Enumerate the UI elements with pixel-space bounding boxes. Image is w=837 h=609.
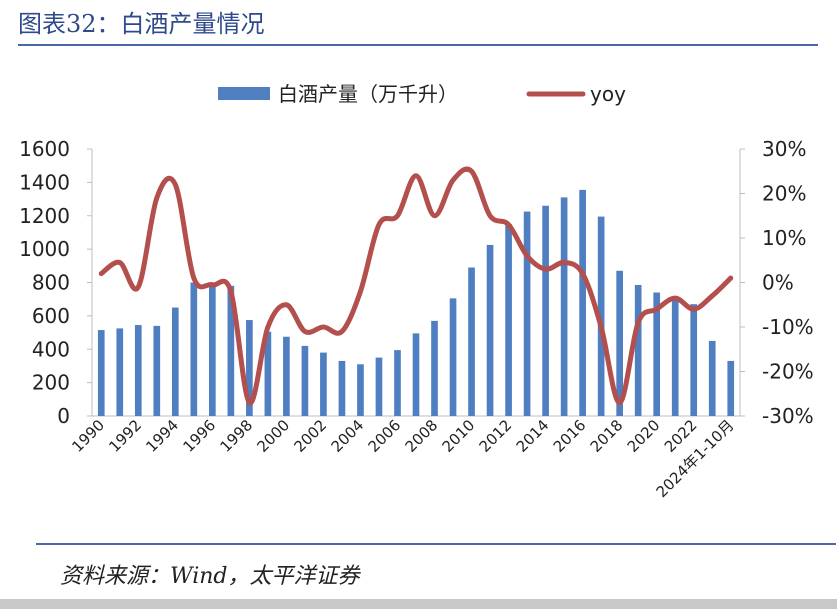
x-tick-label: 1990 bbox=[68, 416, 108, 456]
y-right-tick-label: -10% bbox=[762, 315, 814, 339]
bar bbox=[320, 352, 327, 416]
bar bbox=[579, 189, 586, 416]
bar bbox=[486, 244, 494, 416]
y-left-tick-label: 1400 bbox=[19, 170, 70, 194]
bar bbox=[338, 360, 346, 416]
y-left-tick-label: 0 bbox=[57, 404, 70, 428]
y-right-tick-label: -20% bbox=[762, 360, 814, 384]
bar bbox=[616, 270, 623, 416]
y-right-tick-label: 0% bbox=[762, 271, 794, 295]
bar bbox=[468, 267, 475, 416]
x-tick-label: 2020 bbox=[624, 416, 664, 456]
x-tick-label: 2002 bbox=[291, 416, 331, 456]
bar bbox=[246, 320, 253, 416]
bar-series bbox=[97, 189, 735, 416]
line-series bbox=[98, 166, 734, 406]
bar bbox=[412, 333, 420, 416]
y-left-tick-label: 1000 bbox=[19, 237, 70, 261]
y-left-tick-label: 1600 bbox=[19, 137, 70, 161]
legend-bar-label: 白酒产量（万千升） bbox=[278, 82, 458, 106]
y-left-tick-label: 200 bbox=[32, 371, 70, 395]
y-left-tick-label: 400 bbox=[32, 337, 70, 361]
bar bbox=[671, 296, 679, 416]
x-tick-label: 2006 bbox=[365, 416, 405, 456]
bar bbox=[301, 345, 309, 416]
x-tick-label: 2016 bbox=[550, 416, 590, 456]
bar bbox=[505, 224, 512, 416]
bar bbox=[431, 320, 438, 416]
x-tick-label: 2004 bbox=[328, 416, 368, 456]
x-tick-label: 2014 bbox=[513, 416, 553, 456]
bar bbox=[116, 328, 124, 416]
bar bbox=[542, 205, 549, 416]
bar bbox=[190, 282, 198, 416]
y-left-tick-label: 800 bbox=[32, 271, 70, 295]
x-tick-label: 2010 bbox=[439, 416, 479, 456]
bar bbox=[653, 292, 661, 416]
y-left-tick-label: 1200 bbox=[19, 204, 70, 228]
source-divider bbox=[36, 543, 836, 545]
legend-line-label: yoy bbox=[590, 82, 626, 106]
bar bbox=[153, 325, 161, 416]
chart-figure-title: 图表32：白酒产量情况 bbox=[18, 10, 265, 38]
bar bbox=[449, 298, 457, 416]
x-tick-label: 1992 bbox=[105, 416, 145, 456]
x-tick-label: 1994 bbox=[142, 416, 182, 456]
bar bbox=[597, 216, 605, 416]
bar bbox=[264, 331, 272, 416]
bar bbox=[708, 340, 716, 416]
bar bbox=[690, 304, 698, 416]
bar bbox=[209, 282, 216, 416]
bar bbox=[634, 285, 642, 416]
x-tick-label: 1998 bbox=[216, 416, 256, 456]
bar bbox=[560, 197, 568, 416]
legend-bar-swatch bbox=[218, 87, 270, 100]
bar bbox=[283, 336, 290, 416]
bar bbox=[394, 350, 401, 416]
x-tick-label: 2008 bbox=[402, 416, 442, 456]
y-right-tick-label: 10% bbox=[762, 226, 806, 250]
bar bbox=[97, 330, 105, 416]
y-left-tick-label: 600 bbox=[32, 304, 70, 328]
bar bbox=[523, 211, 531, 416]
x-tick-label: 2000 bbox=[253, 416, 293, 456]
x-tick-label: 2018 bbox=[587, 416, 627, 456]
footer-bar bbox=[0, 599, 837, 609]
bar bbox=[134, 325, 142, 416]
x-axis-ticks: 1990199219941996199820002002200420062008… bbox=[68, 416, 737, 501]
bar bbox=[357, 364, 364, 416]
chart-legend: 白酒产量（万千升） yoy bbox=[218, 82, 626, 106]
y-right-tick-label: 20% bbox=[762, 182, 806, 206]
title-divider bbox=[18, 44, 818, 46]
bar bbox=[227, 285, 235, 416]
x-tick-label: 2012 bbox=[476, 416, 516, 456]
source-note: 资料来源：Wind，太平洋证券 bbox=[60, 564, 360, 589]
chart-area: 白酒产量（万千升） yoy 0 200 400 600 800 1000 1200 1400 16… bbox=[19, 82, 814, 501]
bar bbox=[727, 360, 735, 416]
y-right-tick-label: -30% bbox=[762, 404, 814, 428]
bar bbox=[375, 357, 383, 416]
yoy-line bbox=[98, 166, 734, 406]
y-right-tick-label: 30% bbox=[762, 137, 806, 161]
chart-axes: 0 200 400 600 800 1000 1200 1400 1600 -30% -20% -10… bbox=[19, 137, 814, 428]
x-tick-label: 1996 bbox=[179, 416, 219, 456]
bar bbox=[171, 307, 179, 416]
